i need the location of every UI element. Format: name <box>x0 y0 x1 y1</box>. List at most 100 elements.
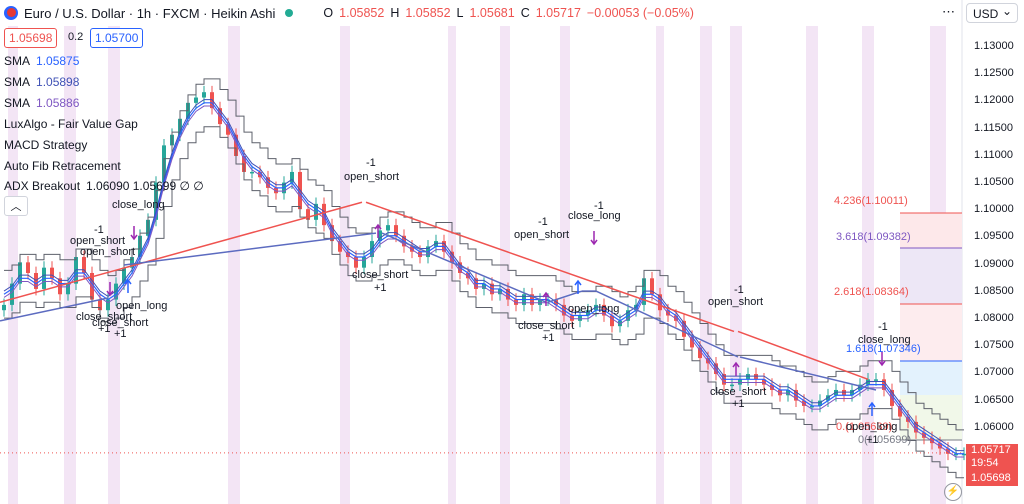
signal-arrow-head <box>732 361 740 368</box>
signal-arrow-head <box>130 234 138 241</box>
indicator-legend-4[interactable]: MACD Strategy <box>4 138 93 152</box>
spread-value: 0.2 <box>68 31 84 43</box>
candle-body <box>290 171 294 183</box>
candle-body <box>202 92 206 98</box>
trade-signal-label: -1 <box>878 321 888 333</box>
fib-zone <box>900 361 962 395</box>
candle-body <box>498 288 502 295</box>
indicator-name: LuxAlgo - Fair Value Gap <box>4 117 138 131</box>
signal-arrow-head <box>374 223 382 230</box>
candle-body <box>818 400 822 406</box>
price-tick-label: 1.06000 <box>974 420 1014 433</box>
fib-zone <box>900 304 962 361</box>
indicator-legend-2[interactable]: SMA 1.05886 <box>4 96 79 110</box>
indicator-value: 1.05886 <box>36 96 80 110</box>
trade-signal-label: open_short <box>70 235 126 247</box>
strategy-trade-line <box>0 297 109 322</box>
sell-button[interactable]: 1.05698 <box>4 28 58 48</box>
candle-body <box>690 336 694 348</box>
candle-body <box>306 209 310 220</box>
candle-body <box>578 315 582 321</box>
low-value: 1.05681 <box>469 6 515 20</box>
indicator-legend-6[interactable]: ADX Breakout 1.06090 1.05699 ∅ ∅ <box>4 179 204 193</box>
price-tick-label: 1.09500 <box>974 230 1014 243</box>
candle-body <box>362 257 366 268</box>
indicator-value: 1.05875 <box>36 54 80 68</box>
candle-body <box>394 225 398 236</box>
fib-level-label: 0.(1.05639) <box>836 421 893 433</box>
fib-zone <box>900 248 962 304</box>
indicator-legend-1[interactable]: SMA 1.05898 <box>4 75 79 89</box>
trade-signal-label: -1 <box>538 216 548 228</box>
candle-body <box>10 283 14 305</box>
candle-body <box>850 389 854 396</box>
candle-body <box>66 283 70 295</box>
trade-signal-label: open_long <box>846 421 898 433</box>
more-icon[interactable]: ⋯ <box>942 4 955 19</box>
trade-signal-label: open_short <box>80 246 136 258</box>
strategy-trade-line <box>381 232 547 303</box>
open-value: 1.05852 <box>339 6 385 20</box>
candle-body <box>610 315 614 327</box>
indicator-legend-0[interactable]: SMA 1.05875 <box>4 54 79 68</box>
indicator-name: SMA <box>4 96 31 110</box>
candle-body <box>810 405 814 408</box>
close-value: 1.05717 <box>535 6 581 20</box>
price-tick-label: 1.12000 <box>974 94 1014 107</box>
trade-signal-label: close_short <box>92 317 149 329</box>
collapse-legend-button[interactable]: ︿ <box>4 196 28 216</box>
candle-body <box>842 389 846 396</box>
indicator-name: SMA <box>4 54 31 68</box>
candle-body <box>234 134 238 157</box>
price-tick-label: 1.08500 <box>974 284 1014 297</box>
price-tick-label: 1.06500 <box>974 393 1014 406</box>
indicator-legend-5[interactable]: Auto Fib Retracement <box>4 159 127 173</box>
strategy-trade-line <box>365 201 735 333</box>
price-tick-label: 1.11000 <box>974 148 1013 161</box>
candle-body <box>338 241 342 252</box>
indicator-legend-3[interactable]: LuxAlgo - Fair Value Gap <box>4 117 144 131</box>
symbol-title[interactable]: Euro / U.S. Dollar · 1h · FXCM · Heikin … <box>24 5 276 21</box>
indicator-value: 1.06090 1.05699 ∅ ∅ <box>86 179 204 193</box>
indicator-value: 1.05898 <box>36 75 80 89</box>
trade-signal-label: open_long <box>568 303 620 315</box>
trade-signal-label: open_short <box>514 229 570 241</box>
candle-body <box>762 379 766 385</box>
signal-arrow-head <box>106 290 114 297</box>
candle-body <box>738 379 742 385</box>
candle-body <box>730 384 734 387</box>
trade-signal-label: +1 <box>866 434 879 446</box>
strategy-trade-line <box>737 330 869 381</box>
trade-signal-label: close_short <box>710 386 767 398</box>
lightning-icon[interactable]: ⚡ <box>944 483 962 501</box>
fib-level-label: 3.618(1.09382) <box>836 231 911 243</box>
session-band <box>700 26 712 504</box>
candle-body <box>18 262 22 284</box>
candle-body <box>538 299 542 305</box>
price-tick-label: 1.10500 <box>974 176 1014 188</box>
candle-body <box>586 310 590 316</box>
candle-body <box>26 262 30 273</box>
candle-body <box>130 257 134 268</box>
session-band <box>560 26 570 504</box>
candle-body <box>250 171 254 174</box>
price-tick-label: 1.07000 <box>974 366 1014 379</box>
candle-body <box>106 299 110 311</box>
trade-signal-label: close_long <box>858 334 911 346</box>
level-badge: 1.05698 <box>966 470 1018 486</box>
sma-line-3 <box>3 105 964 458</box>
trade-signal-label: -1 <box>594 200 604 212</box>
strategy-trade-line <box>595 290 739 358</box>
currency-select[interactable]: USD <box>966 1 1018 23</box>
candle-body <box>698 347 702 359</box>
buy-button[interactable]: 1.05700 <box>90 28 144 48</box>
session-band <box>64 26 76 504</box>
trade-signal-label: close_short <box>76 311 133 323</box>
signal-arrow-head <box>878 360 886 367</box>
session-band <box>228 26 240 504</box>
trade-signal-label: open_short <box>708 296 764 308</box>
candle-body <box>482 283 486 289</box>
indicator-name: MACD Strategy <box>4 138 88 152</box>
trade-signal-label: +1 <box>732 398 745 410</box>
